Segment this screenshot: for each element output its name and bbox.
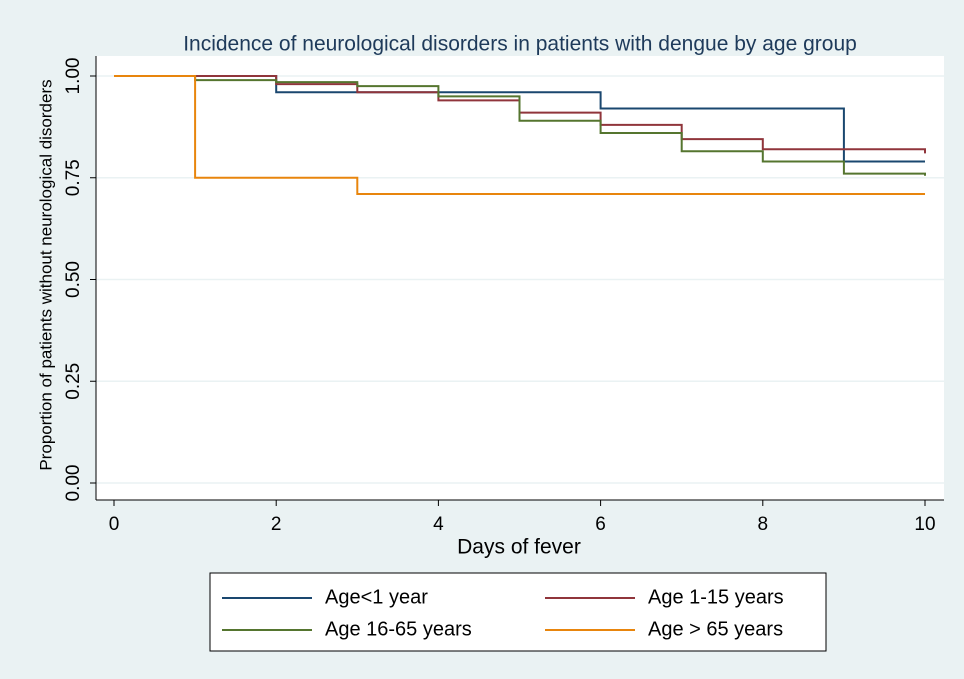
x-tick-label: 0 xyxy=(109,514,120,535)
y-tick-label: 0.00 xyxy=(63,465,84,502)
legend-label: Age<1 year xyxy=(325,586,428,608)
x-tick-label: 8 xyxy=(758,514,769,535)
x-axis-title: Days of fever xyxy=(457,536,581,559)
survival-line xyxy=(114,75,925,196)
survival-line xyxy=(114,75,926,176)
plot-area xyxy=(96,56,944,500)
y-tick-label: 0.25 xyxy=(63,363,84,400)
x-tick-label: 6 xyxy=(595,514,606,535)
x-tick-label: 2 xyxy=(271,514,282,535)
y-tick-label: 0.75 xyxy=(63,159,84,196)
legend-label: Age 1-15 years xyxy=(648,586,784,608)
y-axis-title: Proportion of patients without neurologi… xyxy=(36,79,55,470)
legend-label: Age 16-65 years xyxy=(325,618,472,640)
x-tick-label: 4 xyxy=(433,514,444,535)
x-tick-label: 10 xyxy=(914,514,935,535)
y-tick-label: 0.50 xyxy=(63,261,84,298)
chart-title: Incidence of neurological disorders in p… xyxy=(183,33,857,56)
legend xyxy=(209,572,827,652)
y-tick-label: 1.00 xyxy=(63,58,84,95)
legend-label: Age > 65 years xyxy=(648,618,783,640)
